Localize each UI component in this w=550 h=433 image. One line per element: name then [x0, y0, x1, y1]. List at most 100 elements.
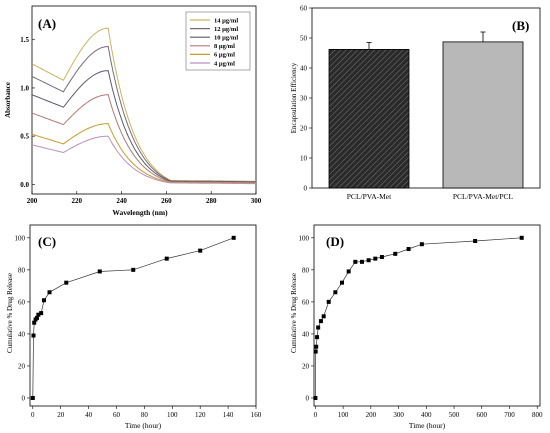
panel-c-data-point [31, 333, 36, 338]
panel-c-xtick-label: 160 [251, 411, 262, 419]
panel-a-legend-label: 12 µg/ml [214, 26, 238, 33]
panel-d-data-point [473, 239, 478, 244]
panel-d-data-point [379, 255, 384, 260]
panel-d-data-point [314, 344, 319, 349]
panel-d-xtick-label: 400 [421, 411, 432, 419]
panel-a-xtick-label: 260 [161, 197, 172, 205]
panel-a-legend-label: 8 µg/ml [214, 43, 235, 50]
panel-c-release-line [32, 237, 234, 399]
panel-c-ytick-label: 60 [18, 298, 26, 306]
panel-d-ytick-label: 0 [306, 394, 310, 402]
panel-d-xtick-label: 100 [338, 411, 349, 419]
panel-b-ytick-label: 60 [300, 5, 308, 13]
panel-d-xtick-label: 500 [449, 411, 460, 419]
panel-d-ytick-label: 80 [302, 266, 310, 274]
panel-b-ytick-label: 0 [304, 185, 308, 193]
panel-b-ytick-label: 50 [300, 35, 308, 43]
panel-a-series-line [31, 94, 256, 184]
panel-c-data-point [164, 256, 169, 261]
panel-d-data-point [313, 349, 318, 354]
panel-d-data-point [318, 319, 323, 324]
panel-a-frame [31, 5, 257, 195]
panel-a-legend-label: 6 µg/ml [214, 52, 235, 59]
panel-d-data-point [340, 280, 345, 285]
panel-c-ytick-label: 40 [18, 330, 26, 338]
panel-b-ytick-label: 10 [300, 155, 308, 163]
panel-a-xtick-label: 220 [72, 197, 83, 205]
panel-c-xtick-label: 20 [57, 411, 65, 419]
panel-c-data-point [231, 235, 236, 240]
panel-c-data-point [64, 280, 69, 285]
panel-a-ytick-label: 1.0 [20, 84, 29, 92]
panel-d-ytick-label: 20 [302, 362, 310, 370]
panel-c-data-point [198, 248, 203, 253]
panel-c-data-point [41, 298, 46, 303]
panel-b-ylabel: Encapsulation Efficiency [290, 62, 298, 133]
panel-d-data-point [326, 299, 331, 304]
panel-a-legend-label: 14 µg/ml [214, 17, 238, 24]
panel-d-release-line [315, 237, 522, 399]
panel-b-ytick-label: 40 [300, 65, 308, 73]
panel-a-xtick-label: 300 [251, 197, 262, 205]
panel-c-xtick-label: 140 [223, 411, 234, 419]
panel-d-chart: (D) Time (hour) Cumulative % Drug Releas… [290, 224, 543, 430]
panel-d-data-point [373, 256, 378, 261]
panel-c-ytick-label: 80 [18, 266, 26, 274]
panel-a-ytick-label: 0.0 [20, 181, 29, 189]
panel-d-xtick-label: 200 [366, 411, 377, 419]
panel-d-xtick-label: 300 [393, 411, 404, 419]
panel-a-xtick-label: 200 [27, 197, 38, 205]
panel-c-data-point [97, 269, 102, 274]
panel-a-series-line [31, 135, 256, 185]
panel-d-data-point [406, 247, 411, 252]
panel-d-data-point [333, 290, 338, 295]
panel-d-data-point [321, 314, 326, 319]
panel-c-data-point [131, 267, 136, 272]
panel-d-data-point [313, 395, 318, 400]
panel-d-ylabel: Cumulative % Drug Release [290, 273, 298, 353]
panel-a-legend [185, 11, 251, 71]
panel-a-xtick-label: 240 [116, 197, 127, 205]
panel-c-xlabel: Time (hour) [125, 421, 162, 430]
panel-d-xtick-label: 700 [504, 411, 515, 419]
panel-b-bar [328, 49, 410, 189]
panel-d-data-point [519, 235, 524, 240]
panel-d-ytick-label: 100 [299, 234, 310, 242]
panel-d-frame [313, 224, 541, 407]
panel-c-ytick-label: 100 [15, 234, 26, 242]
panel-d-data-point [353, 259, 358, 264]
panel-d-ytick-label: 60 [302, 298, 310, 306]
panel-c-data-point [34, 315, 39, 320]
panel-d-data-point [359, 259, 364, 264]
panel-d-ytick-label: 40 [302, 330, 310, 338]
panel-a-legend-label: 4 µg/ml [214, 60, 235, 67]
panel-d-data-point [366, 258, 371, 263]
panel-a-ytick-label: 1.5 [20, 36, 29, 44]
panel-a-chart: (A) Wavelength (nm) Absorbance 200 220 240… [4, 5, 262, 217]
panel-a-xlabel: Wavelength (nm) [112, 208, 168, 217]
panel-a-xtick-label: 280 [206, 197, 217, 205]
panel-b-ytick-label: 30 [300, 95, 308, 103]
panel-b-category-label: PCL/PVA-Met/PCL [453, 192, 514, 201]
panel-c-label: (C) [38, 234, 56, 249]
panel-d-data-point [316, 325, 321, 330]
panel-c-frame [29, 224, 257, 407]
panel-d-data-point [419, 242, 424, 247]
panel-d-data-point [393, 251, 398, 256]
panel-c-xtick-label: 120 [195, 411, 206, 419]
panel-c-ytick-label: 20 [18, 362, 26, 370]
panel-d-label: (D) [326, 234, 344, 249]
panel-a-ylabel: Absorbance [4, 82, 12, 118]
panel-c-chart: (C) Time (hour) Cumulative % Drug Releas… [6, 224, 262, 430]
panel-a-legend-label: 10 µg/ml [214, 35, 238, 42]
panel-c-data-point [30, 395, 35, 400]
panel-d-xtick-label: 0 [314, 411, 318, 419]
panel-c-data-point [32, 320, 37, 325]
panel-c-data-point [39, 311, 44, 316]
panel-d-data-point [346, 269, 351, 274]
panel-d-data-point [315, 335, 320, 340]
panel-c-ylabel: Cumulative % Drug Release [6, 273, 14, 353]
panel-b-chart: (B) Encapsulation Efficiency 0 10 20 30 40 50… [290, 5, 541, 201]
panel-a-label: (A) [38, 16, 56, 31]
